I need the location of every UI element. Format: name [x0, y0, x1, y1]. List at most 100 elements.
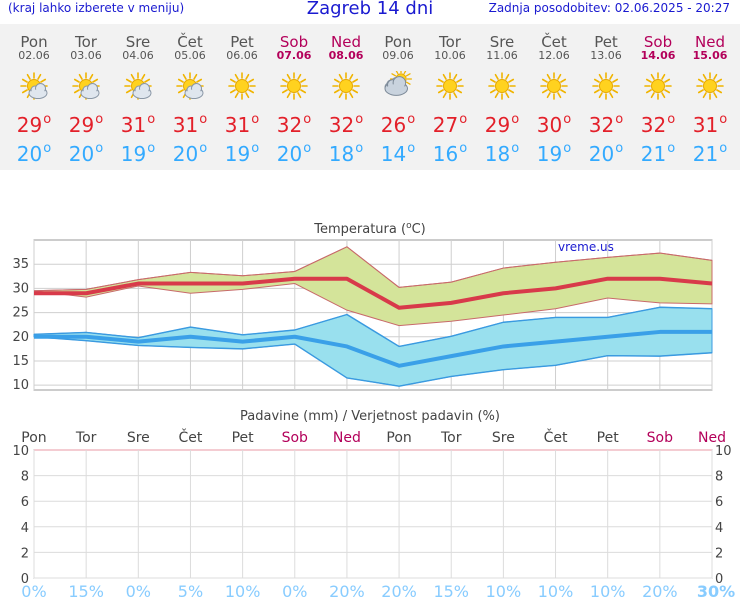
degree-sign: o — [43, 141, 52, 156]
sun-icon — [488, 72, 516, 100]
chart-title-degree: o — [406, 221, 412, 231]
temp-min: 18o — [476, 141, 528, 166]
temp-max-value: 31 — [172, 113, 199, 137]
precip-y-tick-left: 0 — [21, 572, 29, 587]
precip-probability-label: 20% — [329, 582, 365, 600]
precip-day-label: Sob — [647, 430, 673, 446]
degree-sign: o — [511, 112, 520, 127]
day-date: 07.06 — [276, 49, 312, 62]
day-name: Sob — [279, 33, 309, 51]
degree-sign: o — [303, 141, 312, 156]
degree-sign: o — [615, 112, 624, 127]
temp-min-value: 19 — [120, 142, 147, 166]
temp-min-value: 20 — [588, 142, 615, 166]
temp-y-tick: 30 — [12, 281, 29, 296]
temp-max-value: 31 — [224, 113, 251, 137]
temp-max-value: 30 — [536, 113, 563, 137]
precip-y-tick-right: 10 — [715, 444, 732, 459]
precip-probability-label: 15% — [68, 582, 104, 600]
day-date: 13.06 — [590, 49, 622, 62]
temp-max-value: 32 — [328, 113, 355, 137]
day-name: Pet — [594, 33, 618, 51]
temp-max-value: 31 — [120, 113, 147, 137]
day-date: 06.06 — [226, 49, 258, 62]
temp-max: 30o — [528, 112, 580, 137]
temp-max-value: 27 — [432, 113, 459, 137]
temp-min: 21o — [684, 141, 736, 166]
sun-icon — [332, 72, 360, 100]
cloud-sun-icon — [384, 71, 413, 96]
day-name: Sre — [125, 33, 151, 51]
chart-title-text: Temperatura ( — [313, 222, 406, 237]
degree-sign: o — [719, 141, 728, 156]
precip-day-label: Sre — [492, 430, 515, 446]
min-band-lower-line — [33, 336, 713, 387]
precip-y-tick-right: 6 — [715, 495, 723, 510]
precip-probability-label: 10% — [590, 582, 626, 600]
temp-min-value: 18 — [484, 142, 511, 166]
precip-y-tick-left: 2 — [21, 546, 29, 561]
sun-icon — [540, 72, 568, 100]
day-name: Pon — [20, 33, 48, 51]
temp-min: 20o — [580, 141, 632, 166]
temp-min-value: 19 — [224, 142, 251, 166]
precip-day-label: Čet — [544, 428, 568, 446]
temp-y-tick: 25 — [12, 306, 29, 321]
temp-min: 20o — [8, 141, 60, 166]
temp-min: 18o — [320, 141, 372, 166]
temp-max: 29o — [476, 112, 528, 137]
degree-sign: o — [95, 112, 104, 127]
temp-y-tick: 20 — [12, 330, 29, 345]
day-name: Čet — [541, 33, 567, 51]
temp-max-value: 29 — [484, 113, 511, 137]
min-band-upper-line — [33, 306, 713, 348]
temp-max-value: 32 — [276, 113, 303, 137]
temp-min: 20o — [164, 141, 216, 166]
precip-day-label: Pon — [386, 430, 411, 446]
degree-sign: o — [563, 141, 572, 156]
precip-y-tick-right: 0 — [715, 572, 723, 587]
chart-title: Temperatura (oC) — [313, 221, 425, 237]
day-name: Sre — [489, 33, 515, 51]
temp-min: 16o — [424, 141, 476, 166]
sun-icon — [592, 72, 620, 100]
degree-sign: o — [251, 112, 260, 127]
precip-probability-label: 15% — [433, 582, 469, 600]
precip-probability-label: 10% — [225, 582, 261, 600]
temp-max-value: 31 — [692, 113, 719, 137]
degree-sign: o — [147, 141, 156, 156]
day-date: 03.06 — [70, 49, 102, 62]
degree-sign: o — [355, 141, 364, 156]
temp-y-tick: 15 — [12, 354, 29, 369]
sun-cloud-icon — [72, 72, 100, 100]
temp-max-value: 32 — [640, 113, 667, 137]
temp-max-value: 29 — [68, 113, 95, 137]
precip-day-label: Pon — [21, 430, 46, 446]
precip-day-label: Čet — [179, 428, 203, 446]
precip-day-label: Sob — [282, 430, 308, 446]
temp-min-value: 21 — [692, 142, 719, 166]
precip-day-label: Sre — [127, 430, 150, 446]
temp-max: 32o — [320, 112, 372, 137]
watermark: vreme.us — [558, 240, 614, 254]
sun-icon — [280, 72, 308, 100]
degree-sign: o — [199, 112, 208, 127]
degree-sign: o — [355, 112, 364, 127]
temp-min-value: 20 — [68, 142, 95, 166]
day-date: 09.06 — [382, 49, 414, 62]
precip-probability-label: 30% — [697, 582, 735, 600]
sun-icon — [644, 72, 672, 100]
degree-sign: o — [251, 141, 260, 156]
temp-max-value: 29 — [16, 113, 43, 137]
temp-max: 27o — [424, 112, 476, 137]
day-name: Tor — [75, 33, 97, 51]
location-menu-hint[interactable]: (kraj lahko izberete v meniju) — [8, 1, 185, 15]
temp-min-value: 19 — [536, 142, 563, 166]
temp-min: 14o — [372, 141, 424, 166]
precip-y-tick-right: 4 — [715, 521, 723, 536]
degree-sign: o — [459, 141, 468, 156]
day-name: Ned — [331, 33, 361, 51]
temp-y-tick: 10 — [12, 378, 29, 393]
degree-sign: o — [667, 112, 676, 127]
day-date: 02.06 — [18, 49, 50, 62]
